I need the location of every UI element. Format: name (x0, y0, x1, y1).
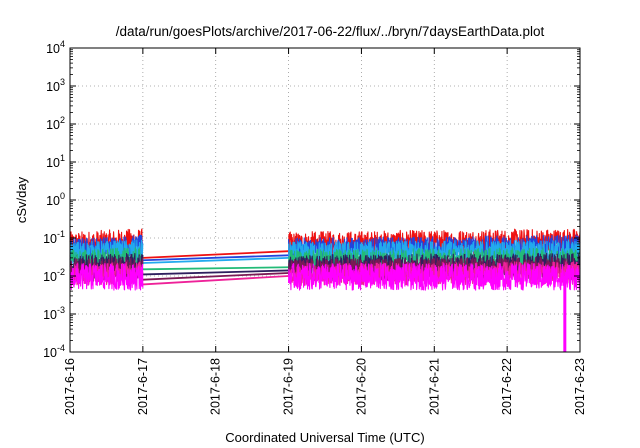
y-tick-label: 10-4 (43, 343, 65, 360)
y-tick-label: 102 (46, 115, 65, 132)
series-3 (69, 239, 581, 265)
series-line (142, 275, 289, 286)
x-tick-label: 2017-6-17 (136, 358, 150, 415)
dropout-spike (563, 276, 567, 352)
series-line (288, 239, 581, 265)
series-line (69, 239, 144, 265)
y-tick-label: 10-2 (43, 267, 65, 284)
series-line (142, 272, 289, 281)
x-axis-label: Coordinated Universal Time (UTC) (225, 430, 424, 445)
x-tick-label: 2017-6-16 (63, 358, 77, 415)
x-tick-label: 2017-6-21 (427, 358, 441, 415)
series-line (69, 263, 144, 291)
series-line (142, 266, 289, 271)
y-tick-label: 10-3 (43, 305, 65, 322)
grid-lines (70, 48, 580, 352)
x-tick-label: 2017-6-23 (573, 358, 587, 415)
series-line (142, 250, 289, 259)
x-tick-label: 2017-6-18 (209, 358, 223, 415)
y-tick-label: 10-1 (43, 229, 65, 246)
series-line (142, 269, 289, 276)
y-tick-label: 103 (46, 77, 65, 94)
y-tick-label: 100 (46, 191, 65, 208)
y-tick-label: 101 (46, 153, 65, 170)
chart-title: /data/run/goesPlots/archive/2017-06-22/f… (116, 24, 545, 39)
x-tick-label: 2017-6-22 (500, 358, 514, 415)
y-axis-label: cSv/day (14, 176, 29, 223)
series-line (142, 256, 289, 264)
series-line (288, 263, 581, 291)
plot-area (69, 228, 581, 352)
series-8 (69, 263, 581, 352)
axes: 10-4 10-3 10-2 10-1 100 101 102 103 104 2017-6-16… (43, 39, 587, 415)
x-tick-label: 2017-6-20 (354, 358, 368, 415)
y-tick-label: 104 (46, 39, 65, 56)
x-tick-label: 2017-6-19 (282, 358, 296, 415)
series-line (142, 254, 289, 262)
